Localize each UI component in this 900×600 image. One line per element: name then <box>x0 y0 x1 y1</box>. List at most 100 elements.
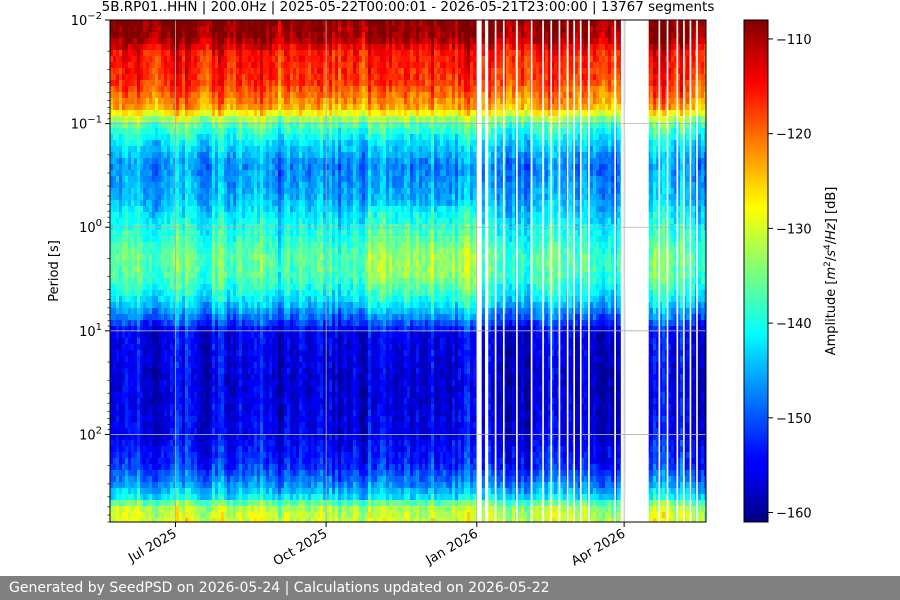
spectrogram-cell <box>122 44 126 51</box>
spectrogram-cell <box>203 398 207 405</box>
spectrogram-cell <box>248 182 252 189</box>
spectrogram-cell <box>176 518 180 522</box>
spectrogram-cell <box>179 188 183 195</box>
spectrogram-cell <box>146 428 150 435</box>
spectrogram-cell <box>167 434 171 441</box>
spectrogram-cell <box>230 446 234 453</box>
spectrogram-cell <box>221 326 225 333</box>
spectrogram-cell <box>260 86 264 93</box>
spectrogram-cell <box>233 392 237 399</box>
spectrogram-cell <box>242 98 246 105</box>
spectrogram-cell <box>128 290 132 297</box>
spectrogram-cell <box>272 38 276 45</box>
spectrogram-cell <box>236 296 240 303</box>
spectrogram-cell <box>200 176 204 183</box>
spectrogram-cell <box>152 122 156 129</box>
spectrogram-cell <box>158 314 162 321</box>
spectrogram-cell <box>239 254 243 261</box>
spectrogram-cell <box>200 254 204 261</box>
spectrogram-cell <box>116 134 120 141</box>
spectrogram-cell <box>191 338 195 345</box>
spectrogram-cell <box>113 422 117 429</box>
spectrogram-cell <box>149 56 153 63</box>
spectrogram-cell <box>266 434 270 441</box>
spectrogram-cell <box>260 254 264 261</box>
spectrogram-cell <box>188 488 192 495</box>
spectrogram-cell <box>266 140 270 147</box>
spectrogram-cell <box>254 506 258 513</box>
spectrogram-cell <box>188 494 192 501</box>
spectrogram-cell <box>113 482 117 489</box>
spectrogram-cell <box>170 176 174 183</box>
spectrogram-cell <box>224 110 228 117</box>
spectrogram-cell <box>185 320 189 327</box>
spectrogram-cell <box>197 44 201 51</box>
spectrogram-cell <box>239 398 243 405</box>
spectrogram-cell <box>170 218 174 225</box>
spectrogram-cell <box>215 74 219 81</box>
spectrogram-cell <box>242 260 246 267</box>
spectrogram-cell <box>170 326 174 333</box>
spectrogram-cell <box>227 146 231 153</box>
spectrogram-cell <box>122 134 126 141</box>
spectrogram-cell <box>179 302 183 309</box>
spectrogram-cell <box>137 236 141 243</box>
spectrogram-cell <box>230 506 234 513</box>
spectrogram-cell <box>140 518 144 522</box>
spectrogram-cell <box>197 332 201 339</box>
spectrogram-cell <box>227 74 231 81</box>
spectrogram-cell <box>149 68 153 75</box>
spectrogram-cell <box>164 440 168 447</box>
spectrogram-cell <box>140 164 144 171</box>
spectrogram-cell <box>257 446 261 453</box>
spectrogram-cell <box>248 56 252 63</box>
spectrogram-cell <box>272 188 276 195</box>
spectrogram-cell <box>122 248 126 255</box>
spectrogram-cell <box>260 416 264 423</box>
spectrogram-cell <box>152 128 156 135</box>
spectrogram-cell <box>239 434 243 441</box>
spectrogram-cell <box>191 170 195 177</box>
spectrogram-cell <box>134 458 138 465</box>
spectrogram-cell <box>260 320 264 327</box>
spectrogram-cell <box>182 416 186 423</box>
spectrogram-cell <box>164 434 168 441</box>
spectrogram-cell <box>257 236 261 243</box>
spectrogram-cell <box>239 368 243 375</box>
spectrogram-cell <box>209 302 213 309</box>
spectrogram-cell <box>257 152 261 159</box>
spectrogram-cell <box>257 422 261 429</box>
spectrogram-cell <box>197 320 201 327</box>
spectrogram-cell <box>212 254 216 261</box>
spectrogram-cell <box>125 470 129 477</box>
spectrogram-cell <box>179 350 183 357</box>
spectrogram-cell <box>185 392 189 399</box>
spectrogram-cell <box>230 98 234 105</box>
spectrogram-cell <box>128 92 132 99</box>
spectrogram-cell <box>197 290 201 297</box>
spectrogram-cell <box>230 74 234 81</box>
spectrogram-cell <box>161 488 165 495</box>
spectrogram-cell <box>149 128 153 135</box>
spectrogram-cell <box>221 428 225 435</box>
spectrogram-cell <box>161 494 165 501</box>
spectrogram-cell <box>254 32 258 39</box>
spectrogram-cell <box>170 302 174 309</box>
spectrogram-cell <box>173 116 177 123</box>
spectrogram-cell <box>257 170 261 177</box>
spectrogram-cell <box>257 476 261 483</box>
spectrogram-cell <box>194 422 198 429</box>
spectrogram-cell <box>170 386 174 393</box>
spectrogram-cell <box>254 20 258 27</box>
spectrogram-cell <box>173 44 177 51</box>
spectrogram-cell <box>224 488 228 495</box>
spectrogram-cell <box>254 440 258 447</box>
spectrogram-cell <box>200 230 204 237</box>
spectrogram-cell <box>140 332 144 339</box>
spectrogram-cell <box>254 200 258 207</box>
spectrogram-cell <box>233 290 237 297</box>
spectrogram-cell <box>176 254 180 261</box>
spectrogram-cell <box>134 44 138 51</box>
spectrogram-cell <box>269 314 273 321</box>
spectrogram-cell <box>197 140 201 147</box>
